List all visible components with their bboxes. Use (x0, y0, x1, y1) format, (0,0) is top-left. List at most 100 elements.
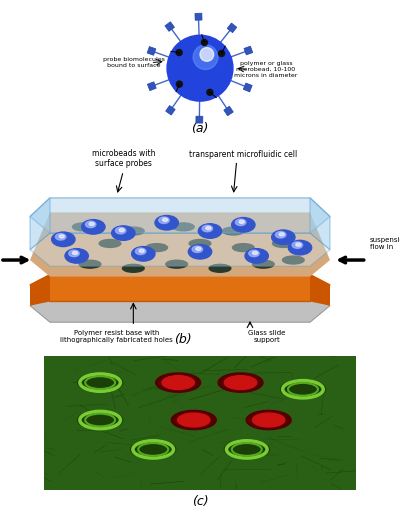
Circle shape (131, 440, 176, 459)
Circle shape (193, 45, 218, 69)
Circle shape (139, 249, 144, 252)
Circle shape (272, 230, 295, 244)
Polygon shape (30, 212, 330, 277)
Ellipse shape (166, 260, 188, 268)
Circle shape (176, 81, 182, 87)
Circle shape (224, 376, 257, 390)
Circle shape (65, 249, 88, 263)
Polygon shape (195, 13, 202, 20)
Circle shape (69, 250, 79, 256)
Ellipse shape (172, 223, 194, 231)
Circle shape (156, 373, 201, 392)
Circle shape (176, 50, 182, 55)
Circle shape (59, 235, 64, 238)
Polygon shape (30, 198, 50, 250)
Circle shape (252, 413, 285, 427)
Circle shape (119, 228, 124, 232)
Ellipse shape (146, 243, 168, 252)
Text: Glass slide
support: Glass slide support (248, 330, 285, 343)
Ellipse shape (232, 243, 254, 252)
Circle shape (280, 380, 326, 399)
Circle shape (56, 234, 66, 240)
Polygon shape (310, 275, 330, 306)
Circle shape (188, 244, 212, 259)
Circle shape (276, 232, 286, 238)
Circle shape (82, 220, 105, 234)
Circle shape (52, 232, 75, 247)
Text: (b): (b) (174, 333, 192, 346)
Circle shape (224, 440, 269, 459)
Ellipse shape (252, 260, 274, 268)
Polygon shape (30, 198, 330, 233)
Ellipse shape (79, 260, 101, 268)
Ellipse shape (272, 239, 294, 248)
Text: suspension
flow in: suspension flow in (370, 237, 400, 250)
Ellipse shape (282, 256, 304, 264)
Circle shape (249, 250, 259, 256)
Circle shape (279, 233, 284, 236)
Ellipse shape (122, 264, 144, 272)
Polygon shape (166, 106, 175, 115)
Circle shape (296, 243, 301, 246)
Circle shape (292, 242, 302, 249)
Circle shape (162, 376, 194, 390)
Text: (c): (c) (192, 495, 208, 508)
Circle shape (86, 221, 96, 228)
Circle shape (72, 251, 78, 254)
Circle shape (78, 410, 123, 429)
Text: probe biomolecules
bound to surface: probe biomolecules bound to surface (103, 57, 165, 68)
Text: microbeads with
surface probes: microbeads with surface probes (92, 149, 155, 168)
Text: polymer or glass
microbead, 10-100
microns in diameter: polymer or glass microbead, 10-100 micro… (234, 61, 298, 78)
Circle shape (78, 373, 123, 392)
Circle shape (200, 48, 214, 61)
Text: transparent microfluidic cell: transparent microfluidic cell (189, 150, 298, 159)
Ellipse shape (122, 227, 144, 235)
Circle shape (89, 222, 94, 225)
Circle shape (155, 215, 178, 230)
Polygon shape (244, 46, 253, 55)
Ellipse shape (99, 239, 121, 248)
Circle shape (171, 410, 216, 429)
Polygon shape (147, 82, 156, 91)
Polygon shape (165, 22, 174, 32)
Circle shape (159, 217, 169, 224)
Circle shape (232, 218, 255, 232)
Ellipse shape (209, 264, 231, 272)
Text: Polymer resist base with
lithographically fabricated holes: Polymer resist base with lithographicall… (60, 330, 173, 343)
Circle shape (252, 251, 258, 254)
Circle shape (236, 219, 246, 226)
Circle shape (162, 218, 168, 221)
Circle shape (167, 35, 233, 101)
Polygon shape (30, 297, 330, 322)
Circle shape (202, 225, 212, 232)
Polygon shape (30, 275, 50, 306)
Circle shape (218, 373, 263, 392)
Circle shape (206, 226, 211, 229)
Ellipse shape (189, 239, 211, 248)
Polygon shape (310, 198, 330, 250)
Polygon shape (30, 275, 330, 301)
Text: (a): (a) (191, 122, 209, 135)
Ellipse shape (222, 227, 244, 235)
Circle shape (116, 227, 126, 234)
Circle shape (246, 410, 291, 429)
Circle shape (202, 39, 208, 46)
Circle shape (196, 247, 201, 250)
Circle shape (239, 220, 244, 223)
Ellipse shape (72, 223, 94, 231)
Circle shape (288, 240, 312, 255)
Circle shape (207, 89, 213, 95)
Polygon shape (224, 106, 233, 116)
Circle shape (198, 224, 222, 238)
Polygon shape (147, 47, 156, 55)
Circle shape (245, 249, 268, 263)
Circle shape (178, 413, 210, 427)
Circle shape (112, 226, 135, 240)
Circle shape (218, 50, 224, 56)
Polygon shape (227, 23, 237, 33)
Polygon shape (30, 233, 330, 266)
Circle shape (192, 246, 202, 253)
Circle shape (132, 247, 155, 261)
Polygon shape (243, 83, 252, 92)
Circle shape (136, 248, 146, 254)
